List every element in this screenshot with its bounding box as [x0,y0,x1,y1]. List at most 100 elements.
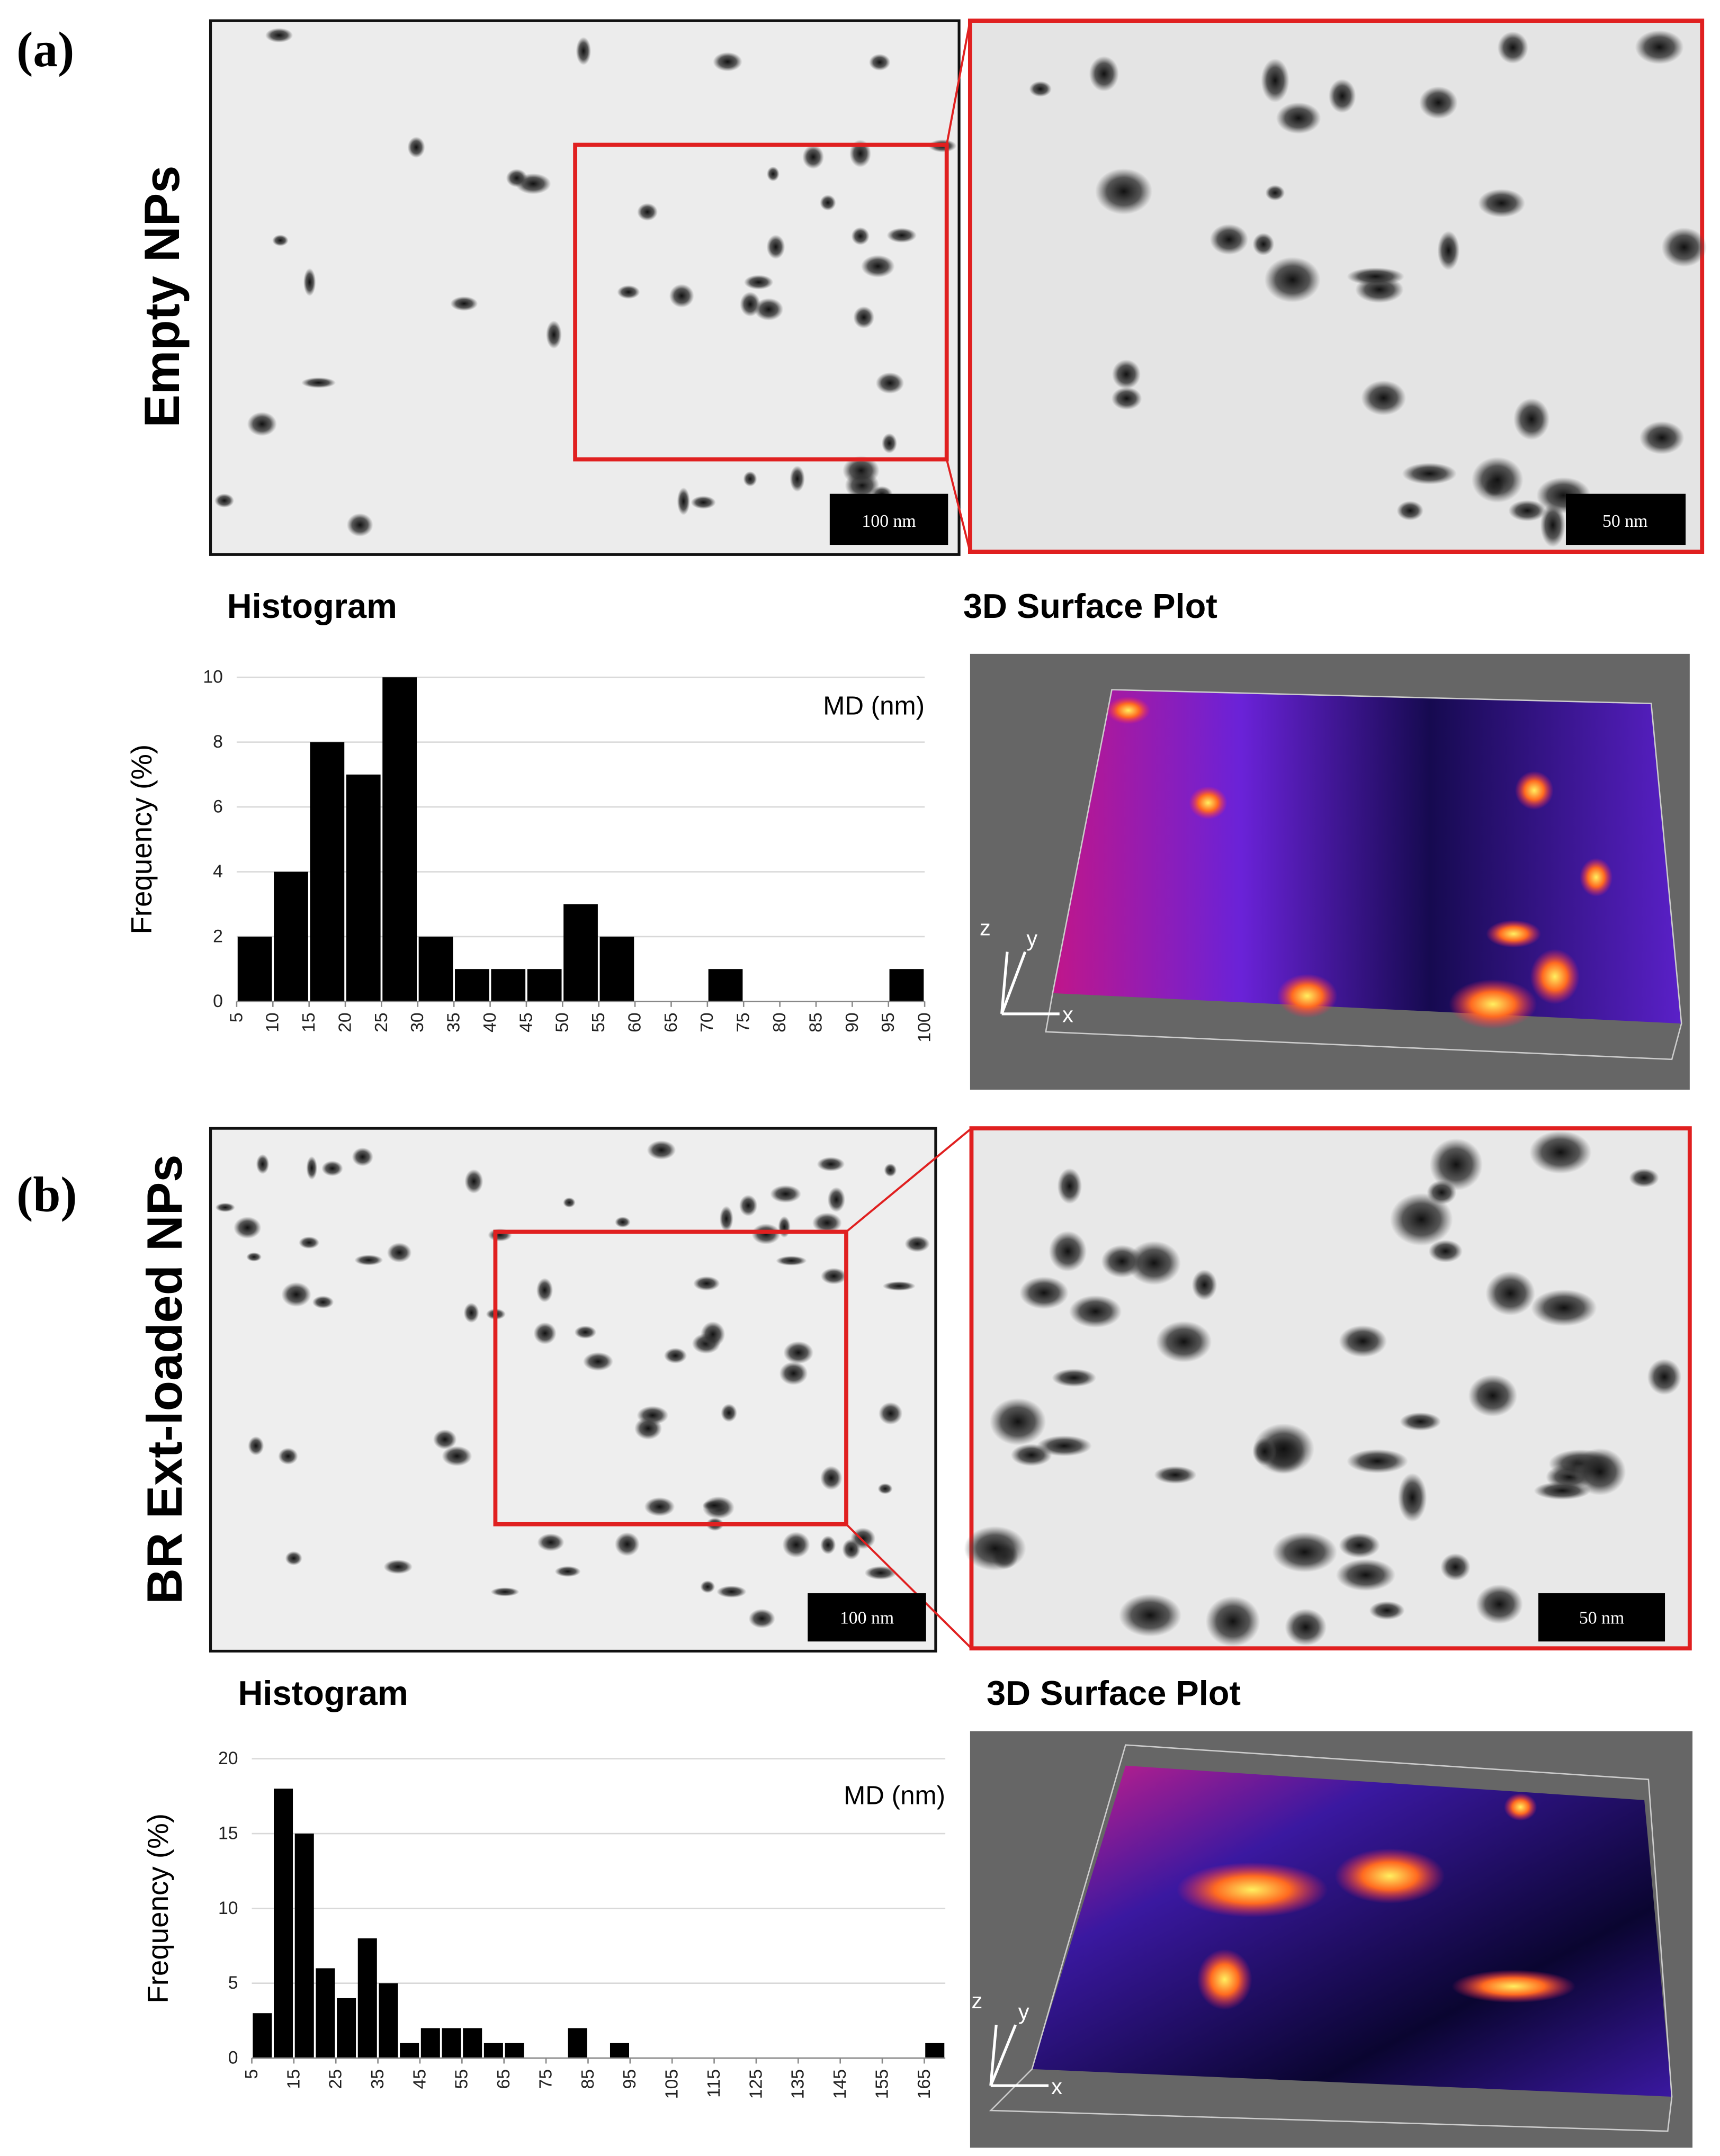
bar [379,1983,398,2059]
annotation: MD (nm) [844,1781,945,1810]
particle [1429,1138,1483,1191]
bar [382,677,417,1002]
particle [864,1566,897,1580]
particle [1661,227,1707,267]
axis-name: x [1051,2074,1062,2099]
particle [1400,1412,1441,1431]
particle [617,285,640,299]
micrograph [967,19,1707,554]
particle [1192,1269,1217,1300]
bar [237,936,272,1002]
zoom-line [845,1523,972,1649]
y-tick-label: 8 [213,732,223,752]
particle [1285,1609,1327,1646]
particle [1534,1481,1591,1500]
particle [964,1526,1026,1571]
particle [265,28,293,43]
particle [506,168,528,187]
particle [721,1404,737,1422]
x-tick-label: 25 [326,2069,346,2089]
x-tick-label: 5 [226,1012,246,1022]
particle [1497,31,1528,64]
surface-peaks [1176,1793,1576,2010]
particle [702,1500,727,1511]
particle [1155,1320,1212,1363]
particle [1127,1241,1181,1286]
particle [875,372,904,394]
particle [1477,188,1526,218]
particle [879,1402,903,1425]
particle [1057,1168,1082,1204]
particle [812,1212,842,1233]
particle [713,52,742,71]
x-tick-label: 115 [704,2069,724,2098]
particle [881,433,898,454]
particle [1347,267,1405,285]
x-tick-label: 10 [263,1012,283,1032]
particle [882,1281,916,1291]
particle [312,1296,334,1309]
particle [877,1483,893,1494]
x-tick-label: 135 [788,2069,808,2099]
particle [1647,1359,1682,1395]
x-tick-label: 95 [878,1012,898,1032]
y-tick-label: 20 [218,1748,238,1768]
y-tick-label: 15 [218,1823,238,1843]
particle [669,284,694,308]
particle [820,1466,843,1490]
particle [783,1341,814,1364]
particle [1336,1559,1396,1591]
bar [346,774,381,1002]
particle [664,1348,687,1364]
surface-frame [1045,689,1682,1061]
scale-bar [808,1593,926,1642]
particle [1529,1130,1592,1174]
bar [337,1998,356,2059]
x-tick-label: 75 [536,2069,556,2089]
particle [303,268,316,297]
x-tick-label: 70 [697,1012,717,1032]
x-tick-label: 65 [661,1012,681,1032]
particle [463,1302,479,1323]
x-tick-label: 20 [335,1012,355,1032]
particle [1471,456,1524,503]
bar [505,2043,524,2059]
particle [1052,1369,1097,1387]
particle [701,1321,725,1348]
particle [1396,500,1423,520]
particle [853,306,875,329]
particle [637,203,658,221]
bar [294,1834,314,2059]
particle [407,137,425,158]
x-tick-label: 100 [915,1012,935,1042]
x-tick-label: 155 [872,2069,892,2099]
particle [278,1448,298,1465]
bar [274,1789,293,2059]
particle [352,1147,373,1166]
x-tick-label: 35 [368,2069,388,2089]
particle [776,1255,807,1266]
bar [253,2013,272,2059]
bar [463,2028,482,2059]
x-tick-label: 165 [914,2069,934,2099]
micrograph [209,19,961,556]
particle [1339,1325,1387,1358]
particle [1264,257,1321,303]
scale-bar [1565,493,1686,545]
particle [647,1140,676,1160]
scale-bar-label: 100 nm [862,511,916,531]
particle [1252,232,1275,256]
bar [442,2028,461,2059]
surface-axes [1000,951,1060,1016]
axis-name: z [971,1988,982,2013]
scale-bar-label: 100 nm [840,1608,894,1628]
y-tick-label: 0 [228,2047,238,2068]
particle [533,1322,557,1345]
particle [1019,1277,1069,1309]
particle [1276,102,1321,134]
particle [583,1352,614,1371]
zoom-line [945,459,971,552]
particle [1339,1532,1381,1558]
particle [766,235,785,259]
